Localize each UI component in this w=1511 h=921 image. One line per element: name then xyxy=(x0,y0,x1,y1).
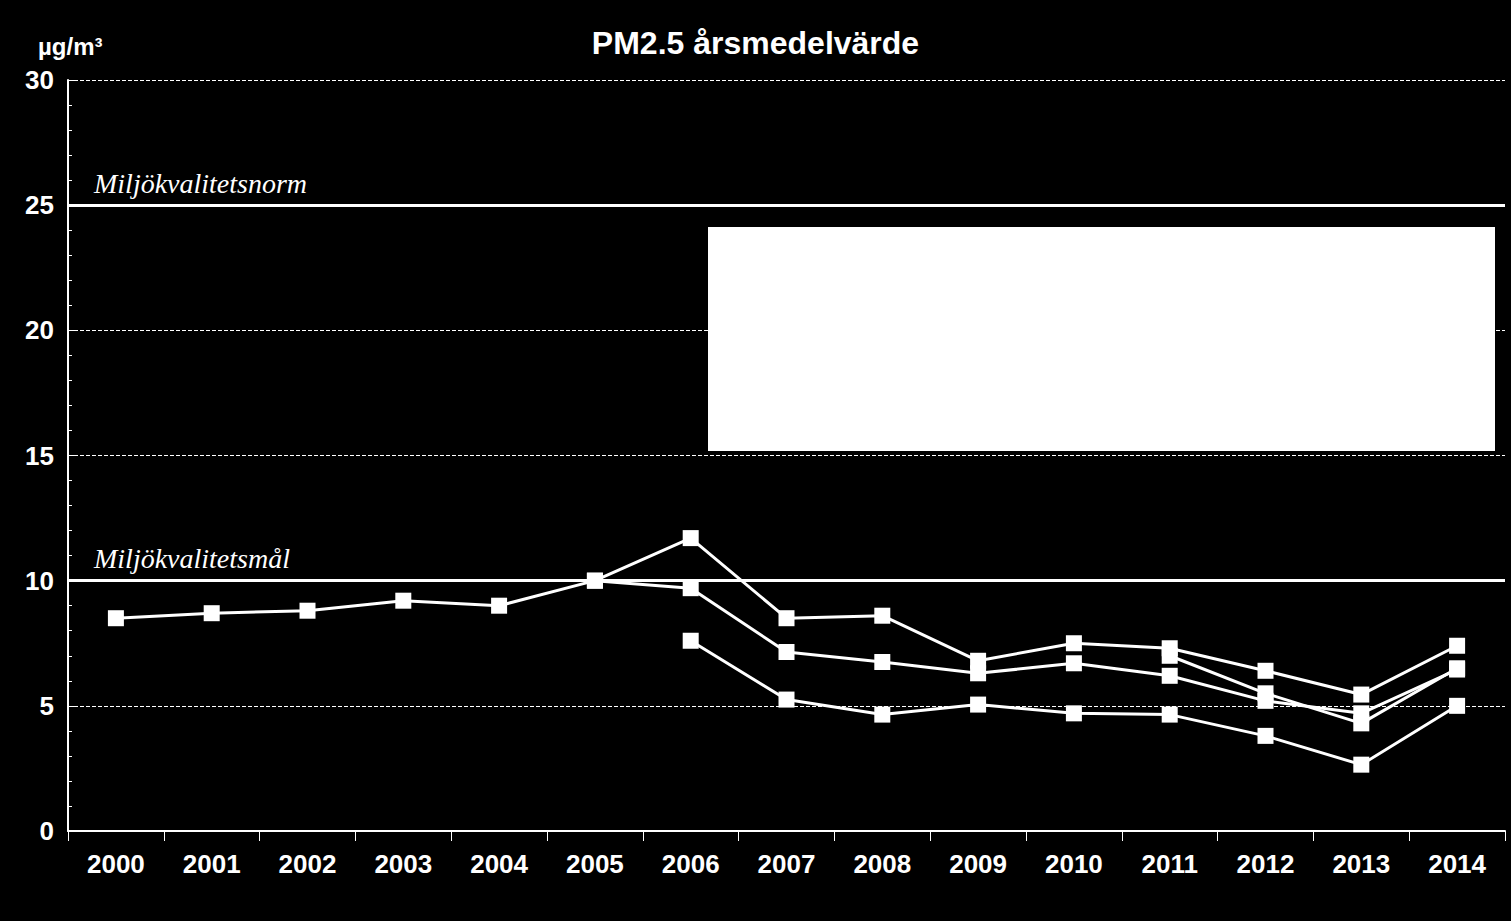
svg-text:10: 10 xyxy=(25,566,54,596)
svg-text:20: 20 xyxy=(25,315,54,345)
svg-text:2010: 2010 xyxy=(1045,849,1103,879)
svg-text:2001: 2001 xyxy=(183,849,241,879)
svg-text:25: 25 xyxy=(25,190,54,220)
svg-text:2008: 2008 xyxy=(853,849,911,879)
svg-text:0: 0 xyxy=(40,816,54,846)
svg-text:2012: 2012 xyxy=(1237,849,1295,879)
svg-text:µg/m³: µg/m³ xyxy=(38,33,103,60)
svg-text:2007: 2007 xyxy=(758,849,816,879)
svg-text:2002: 2002 xyxy=(279,849,337,879)
svg-text:2000: 2000 xyxy=(87,849,145,879)
svg-text:2009: 2009 xyxy=(949,849,1007,879)
svg-text:30: 30 xyxy=(25,65,54,95)
svg-text:2014: 2014 xyxy=(1428,849,1486,879)
svg-text:2005: 2005 xyxy=(566,849,624,879)
svg-text:Miljökvalitetsmål: Miljökvalitetsmål xyxy=(93,543,290,574)
svg-text:2011: 2011 xyxy=(1141,849,1197,879)
svg-text:PM2.5 årsmedelvärde: PM2.5 årsmedelvärde xyxy=(592,25,919,61)
svg-text:2006: 2006 xyxy=(662,849,720,879)
svg-text:2004: 2004 xyxy=(470,849,528,879)
svg-text:Miljökvalitetsnorm: Miljökvalitetsnorm xyxy=(93,168,307,199)
svg-text:15: 15 xyxy=(25,441,54,471)
svg-text:2013: 2013 xyxy=(1332,849,1390,879)
svg-text:2003: 2003 xyxy=(374,849,432,879)
svg-text:5: 5 xyxy=(40,691,54,721)
